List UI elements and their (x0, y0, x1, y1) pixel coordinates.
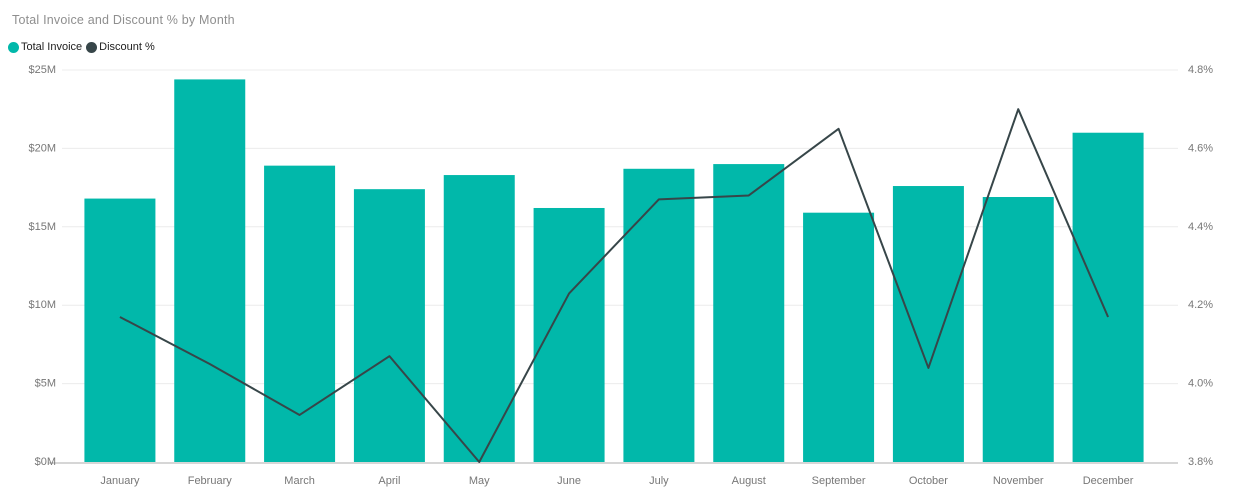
x-axis-label-september: September (812, 475, 866, 487)
x-axis-label-june: June (557, 475, 581, 487)
x-axis-label-december: December (1083, 475, 1134, 487)
bar-april[interactable] (353, 189, 425, 462)
right-axis-tick-label: 4.6% (1188, 142, 1213, 154)
bar-december[interactable] (1072, 132, 1144, 462)
x-axis-label-february: February (188, 475, 233, 487)
right-axis-tick-label: 4.2% (1188, 299, 1213, 311)
x-axis-label-march: March (284, 475, 315, 487)
right-axis-tick-label: 4.0% (1188, 378, 1213, 390)
x-axis-label-july: July (649, 475, 669, 487)
chart-title: Total Invoice and Discount % by Month (12, 13, 235, 27)
bar-may[interactable] (443, 175, 515, 462)
legend-dot-discount-pct-icon (86, 41, 98, 53)
left-axis-tick-label: $15M (28, 221, 56, 233)
bar-march[interactable] (264, 165, 336, 462)
left-axis-tick-label: $0M (35, 456, 56, 468)
right-axis-tick-label: 3.8% (1188, 456, 1213, 468)
bar-september[interactable] (803, 212, 875, 462)
x-axis-label-august: August (732, 475, 766, 487)
bar-november[interactable] (982, 197, 1054, 462)
bar-july[interactable] (623, 168, 695, 462)
right-axis-tick-label: 4.4% (1188, 221, 1213, 233)
legend-label-discount-pct: Discount % (99, 41, 155, 53)
x-axis-label-october: October (909, 475, 948, 487)
left-axis-tick-label: $10M (28, 299, 56, 311)
bar-february[interactable] (174, 79, 246, 463)
legend-dot-total-invoice-icon (8, 41, 19, 53)
x-axis-label-january: January (100, 475, 140, 487)
bar-august[interactable] (713, 164, 785, 462)
bar-june[interactable] (533, 207, 605, 462)
legend-item-total-invoice[interactable]: Total Invoice (8, 41, 82, 53)
left-axis-tick-label: $20M (28, 142, 56, 154)
legend-item-discount-pct[interactable]: Discount % (86, 41, 155, 53)
right-axis-tick-label: 4.8% (1188, 64, 1213, 76)
legend-label-total-invoice: Total Invoice (21, 41, 83, 53)
discount-line[interactable] (119, 108, 1109, 463)
x-axis-label-may: May (469, 475, 490, 487)
x-axis-label-november: November (993, 475, 1044, 487)
left-axis-tick-label: $5M (35, 378, 56, 390)
legend: Total Invoice Discount % (8, 41, 155, 53)
x-axis-label-april: April (378, 475, 400, 487)
left-axis-tick-label: $25M (28, 64, 56, 76)
bar-october[interactable] (892, 186, 964, 463)
